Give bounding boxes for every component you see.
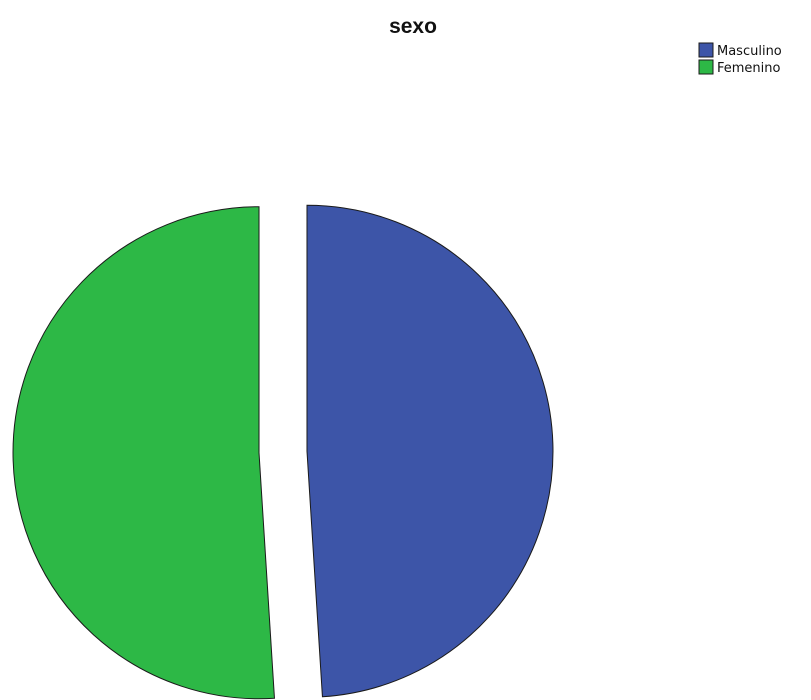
pie-slices bbox=[12, 204, 554, 700]
pie-slice-femenino bbox=[12, 206, 275, 700]
legend-item-masculino: Masculino bbox=[698, 42, 782, 59]
legend-label-masculino: Masculino bbox=[717, 44, 782, 59]
chart-title: sexo bbox=[389, 15, 437, 38]
legend-item-femenino: Femenino bbox=[698, 59, 781, 76]
legend-swatch-femenino bbox=[698, 59, 714, 75]
pie-slice-masculino bbox=[306, 204, 554, 698]
legend-label-femenino: Femenino bbox=[717, 61, 781, 76]
legend-swatch-masculino bbox=[698, 42, 714, 58]
legend: Masculino Femenino bbox=[698, 42, 782, 76]
